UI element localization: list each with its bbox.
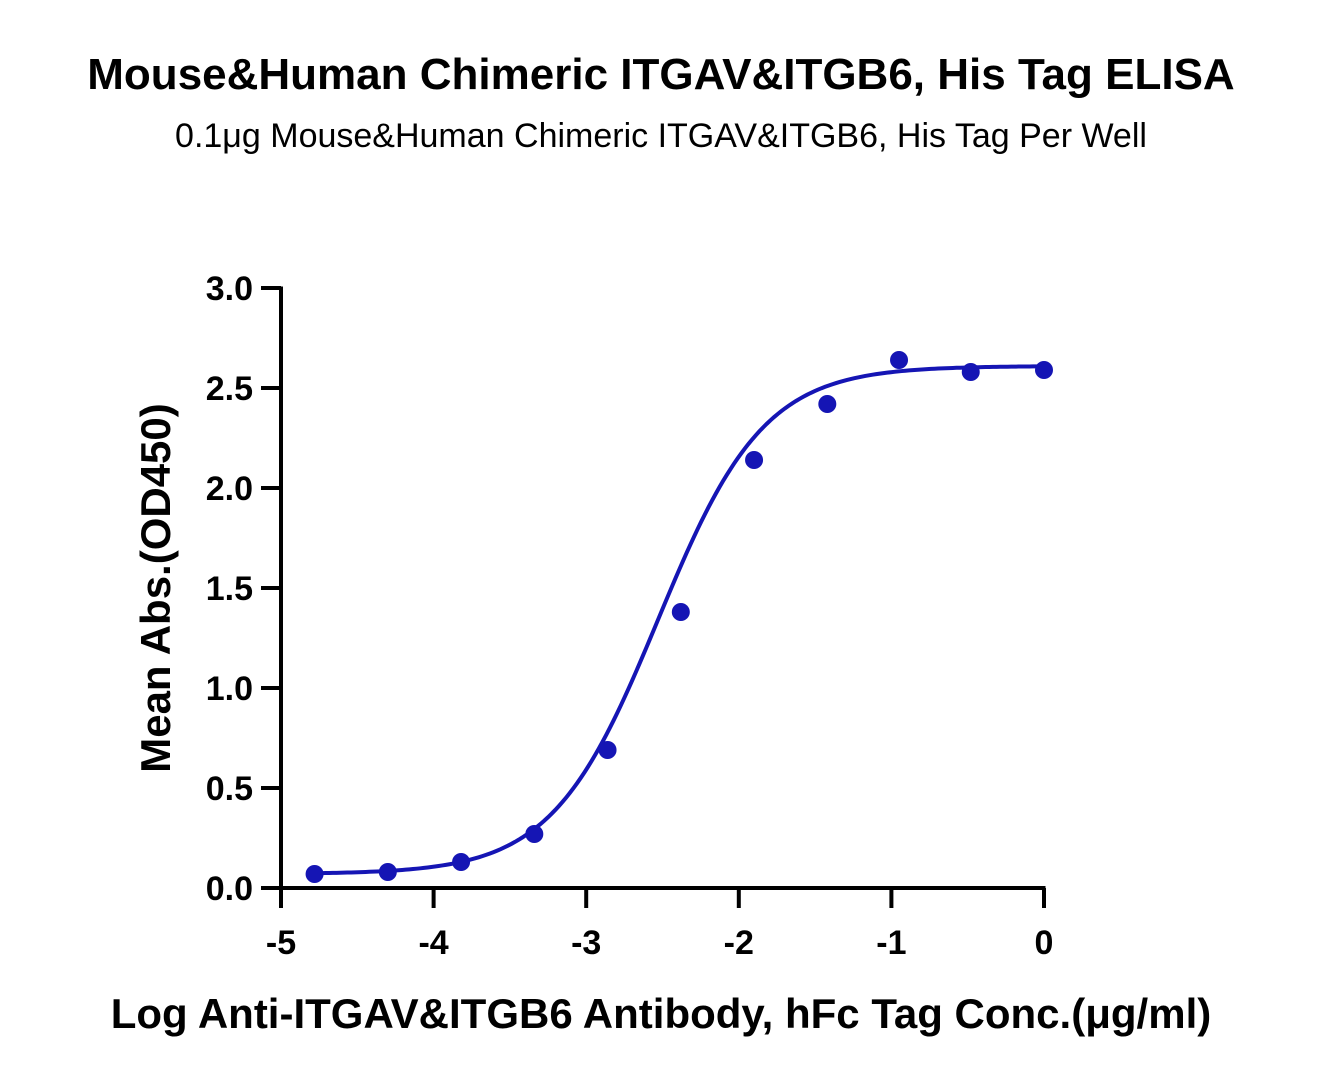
data-point xyxy=(671,603,690,621)
x-tick-label: 0 xyxy=(1035,924,1054,962)
y-tick-label: 0.5 xyxy=(206,770,253,808)
fit-curve-group xyxy=(314,364,1045,876)
x-tick-label: -2 xyxy=(724,924,754,962)
chart-subtitle: 0.1μg Mouse&Human Chimeric ITGAV&ITGB6, … xyxy=(175,117,1147,155)
data-point xyxy=(1035,361,1053,379)
data-point xyxy=(378,863,397,881)
y-tick-label: 2.5 xyxy=(206,370,253,408)
axes: 0.0 0.5 1.0 1.5 2.0 2.5 3.0 -5 -4 -3 -2 -1 0 xyxy=(206,270,1054,962)
y-tick-label: 0.0 xyxy=(206,870,253,908)
x-tick-label: -4 xyxy=(418,924,448,962)
data-point xyxy=(452,853,471,871)
x-tick-label: -1 xyxy=(876,924,906,962)
y-tick-label: 3.0 xyxy=(206,270,253,308)
data-point xyxy=(745,451,764,469)
y-axis-label: Mean Abs.(OD450) xyxy=(132,403,179,773)
y-tick-label: 1.5 xyxy=(206,570,253,608)
y-tick-label: 1.0 xyxy=(206,670,253,708)
data-point xyxy=(525,825,544,843)
data-points-group xyxy=(305,351,1053,883)
fit-curve xyxy=(314,364,1045,876)
data-point xyxy=(305,865,324,883)
x-tick-label: -3 xyxy=(571,924,601,962)
data-point xyxy=(598,741,617,759)
data-point xyxy=(818,395,837,413)
data-point xyxy=(961,363,980,381)
data-point xyxy=(890,351,909,369)
x-axis-label: Log Anti-ITGAV&ITGB6 Antibody, hFc Tag C… xyxy=(110,990,1212,1037)
y-axis-label-group: Mean Abs.(OD450) xyxy=(132,403,179,773)
chart-title: Mouse&Human Chimeric ITGAV&ITGB6, His Ta… xyxy=(87,50,1235,99)
y-tick-label: 2.0 xyxy=(206,470,253,508)
x-tick-label: -5 xyxy=(266,924,296,962)
